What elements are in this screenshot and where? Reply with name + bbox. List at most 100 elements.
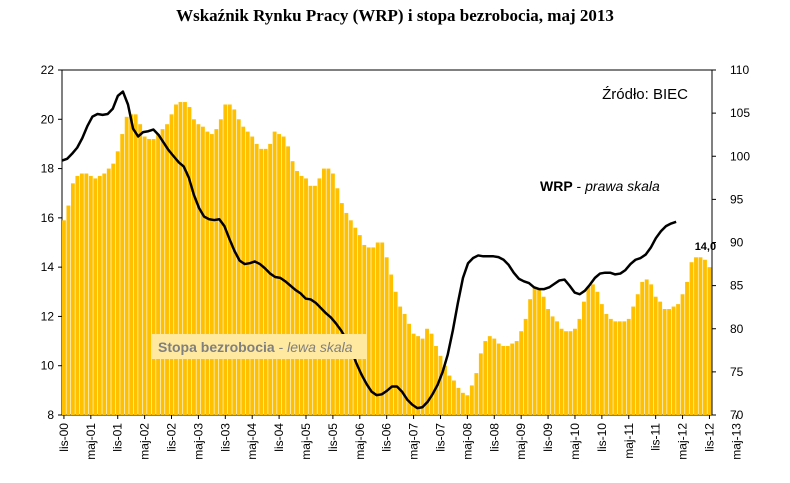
left-tick-label: 16	[41, 211, 55, 225]
bar	[66, 205, 71, 415]
right-tick-label: 100	[730, 149, 750, 163]
bar	[640, 281, 645, 415]
x-tick-label: lis-08	[487, 423, 501, 452]
bar	[165, 124, 169, 416]
bar	[357, 235, 362, 415]
bar	[151, 139, 156, 415]
right-tick-label: 110	[730, 63, 749, 77]
bar	[205, 131, 210, 416]
right-tick-label: 75	[730, 365, 744, 379]
wrp-line	[61, 90, 677, 410]
bar	[555, 321, 559, 415]
bar	[209, 134, 214, 415]
bar	[469, 385, 474, 415]
bar	[322, 168, 326, 415]
bar	[339, 203, 344, 415]
x-tick-label: maj-07	[407, 423, 421, 460]
bar	[564, 331, 568, 415]
bar	[644, 279, 649, 415]
bar	[313, 185, 317, 415]
bar	[102, 173, 107, 415]
bar	[160, 129, 165, 415]
x-tick-label: maj-05	[299, 423, 313, 460]
bar	[541, 296, 546, 415]
bar-series	[62, 102, 712, 416]
right-tick-label: 85	[730, 279, 744, 293]
bar	[88, 175, 93, 415]
bar	[353, 227, 358, 415]
bar	[250, 136, 255, 416]
bar	[434, 346, 438, 415]
x-tick-label: maj-12	[676, 423, 690, 460]
bar	[496, 343, 501, 415]
bar	[411, 333, 416, 415]
bar	[608, 318, 613, 415]
bar	[519, 331, 524, 415]
bar	[559, 328, 564, 415]
bar	[595, 291, 600, 415]
bar	[523, 318, 528, 415]
bar	[384, 257, 389, 415]
bar	[218, 119, 223, 415]
bar	[501, 346, 506, 415]
bars-legend-bold: Stopa bezrobocia	[158, 339, 275, 355]
bar	[505, 346, 510, 415]
bar	[232, 109, 237, 416]
bar	[138, 124, 143, 416]
x-tick-label: maj-10	[568, 423, 582, 460]
x-tick-label: maj-04	[245, 423, 259, 460]
bar	[375, 242, 380, 415]
bar	[528, 299, 533, 415]
bar	[487, 336, 492, 415]
bar	[474, 373, 479, 415]
bar	[178, 102, 183, 415]
bar	[223, 104, 228, 415]
x-tick-label: maj-11	[622, 423, 636, 459]
bar	[111, 163, 116, 415]
bar	[707, 267, 712, 415]
bar	[577, 318, 582, 415]
bar	[680, 294, 685, 415]
left-tick-label: 20	[41, 112, 55, 126]
bar	[62, 220, 66, 415]
wrp-legend-sep: -	[573, 178, 585, 194]
bar	[599, 304, 604, 415]
bar	[460, 392, 465, 415]
bar	[317, 178, 322, 415]
bar	[429, 333, 434, 415]
bar	[698, 257, 703, 415]
bar	[662, 309, 667, 415]
bar	[478, 353, 483, 415]
bar	[268, 143, 273, 415]
bar	[169, 114, 174, 416]
bar	[582, 301, 586, 415]
bar	[196, 124, 201, 416]
bar	[93, 178, 98, 415]
bar	[259, 148, 264, 416]
bar	[586, 286, 591, 415]
x-tick-label: lis-02	[165, 423, 179, 452]
bar	[192, 119, 196, 415]
left-tick-label: 10	[41, 359, 55, 373]
bar	[187, 106, 192, 416]
bar	[304, 178, 308, 415]
bar	[330, 173, 335, 415]
bar	[79, 173, 84, 415]
bar	[389, 274, 394, 415]
bar	[124, 116, 129, 415]
last-bar-value-label: 14,0	[695, 241, 716, 253]
bar	[156, 134, 160, 415]
x-tick-label: maj-01	[84, 423, 98, 460]
x-tick-label: lis-05	[326, 423, 340, 452]
bar	[286, 146, 290, 415]
bar	[129, 114, 134, 416]
x-tick-label: lis-06	[380, 423, 394, 452]
left-tick-label: 8	[47, 408, 54, 422]
right-tick-label: 90	[730, 236, 744, 250]
x-tick-label: maj-02	[138, 423, 152, 460]
bars-legend-label: Stopa bezrobocia - lewa skala	[158, 339, 353, 355]
bar	[443, 365, 447, 415]
right-tick-label: 95	[730, 192, 744, 206]
wrp-legend-label: WRP - prawa skala	[540, 178, 660, 194]
